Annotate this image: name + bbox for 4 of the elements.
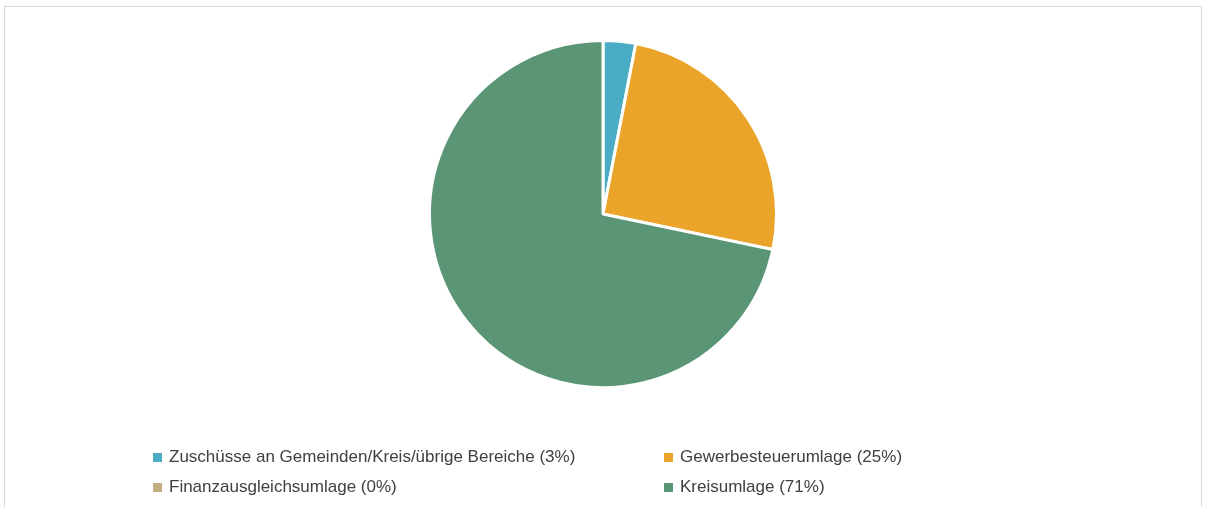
legend-label: Gewerbesteuerumlage (25%) [680, 447, 903, 467]
legend-label: Finanzausgleichsumlage (0%) [169, 477, 397, 497]
legend-label: Kreisumlage (71%) [680, 477, 825, 497]
legend-label: Zuschüsse an Gemeinden/Kreis/übrige Bereiche (3%) [169, 447, 576, 467]
